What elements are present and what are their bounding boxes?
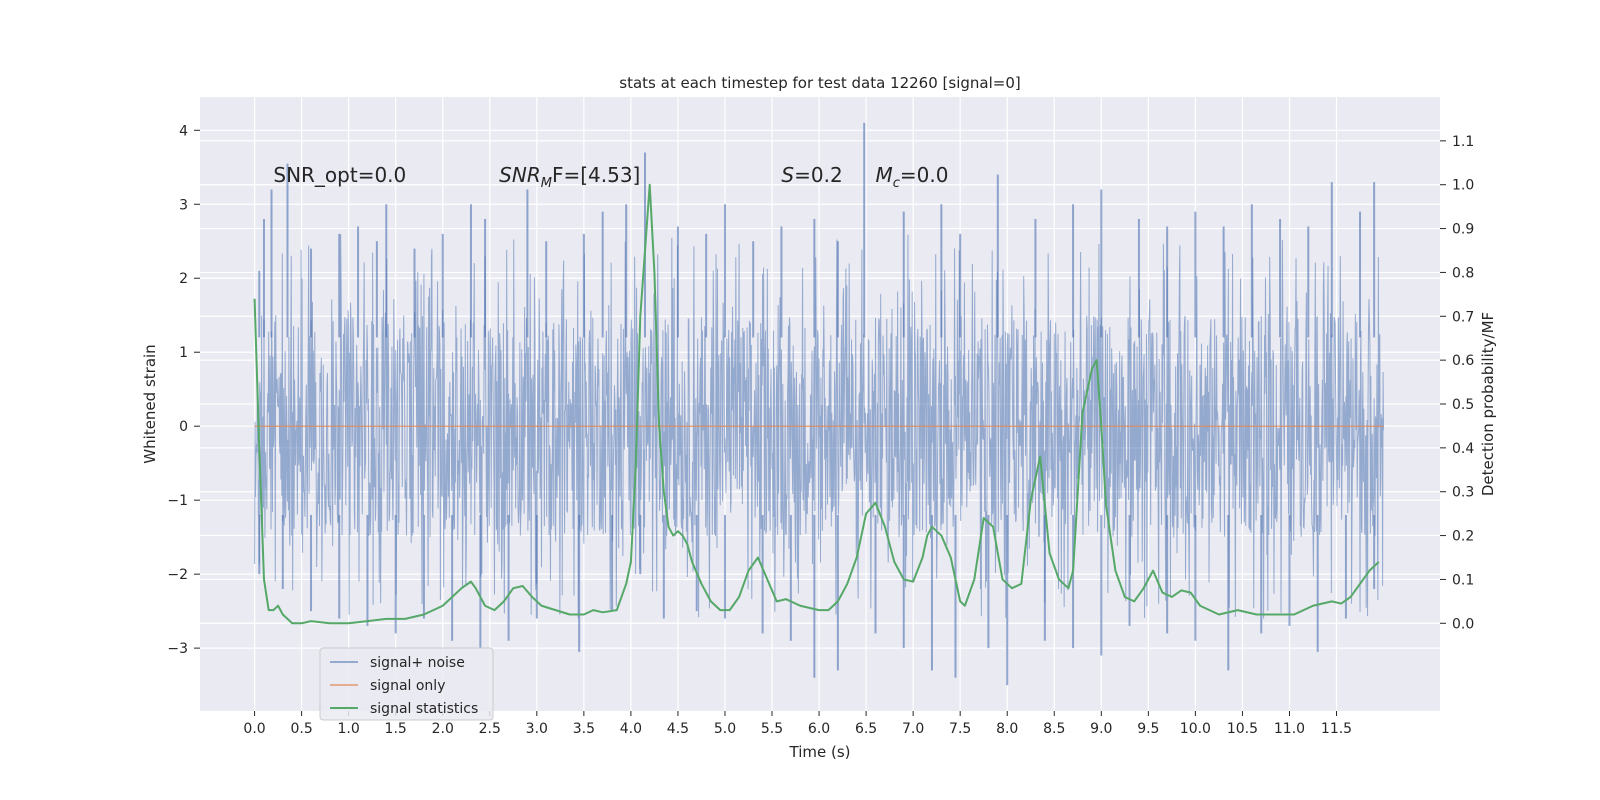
legend-label-signal-noise: signal+ noise: [370, 655, 465, 671]
x-tick-label: 10.0: [1180, 721, 1211, 737]
x-tick-label: 8.0: [996, 721, 1018, 737]
x-tick-label: 5.0: [714, 721, 736, 737]
x-tick-label: 10.5: [1227, 721, 1258, 737]
chart-title: stats at each timestep for test data 122…: [619, 74, 1020, 92]
x-tick-label: 4.5: [667, 721, 689, 737]
x-tick-label: 0.5: [290, 721, 312, 737]
right-y-tick-label: 0.2: [1452, 529, 1474, 545]
x-tick-label: 9.0: [1090, 721, 1112, 737]
x-tick-label: 1.0: [338, 721, 360, 737]
signal-statistics-path: [253, 183, 1380, 625]
annotation-1: SNRMF=[4.53]: [499, 163, 640, 191]
x-tick-label: 11.5: [1321, 721, 1352, 737]
right-y-tick-label: 0.3: [1452, 485, 1474, 501]
x-tick-label: 2.0: [432, 721, 454, 737]
legend: signal+ noise signal only signal statist…: [319, 647, 494, 721]
noise-trace: [254, 122, 1385, 686]
left-y-tick-label: 2: [179, 271, 188, 287]
x-tick-label: 6.5: [855, 721, 877, 737]
x-tick-label: 0.0: [243, 721, 265, 737]
left-y-axis: −3 −2 −1 0 1 2 3 4: [167, 123, 200, 657]
x-axis-label: Time (s): [789, 743, 851, 761]
left-y-axis-label: Whitened strain: [141, 344, 159, 463]
signal-statistics-line: [253, 183, 1380, 625]
legend-box: [319, 647, 494, 721]
right-y-tick-label: 0.4: [1452, 441, 1474, 457]
x-tick-label: 6.0: [808, 721, 830, 737]
left-y-tick-label: −1: [167, 493, 188, 509]
x-tick-label: 8.5: [1043, 721, 1065, 737]
annotation-3: Mc=0.0: [876, 163, 949, 191]
left-y-tick-label: −3: [167, 641, 188, 657]
annotation-0: SNR_opt=0.0: [273, 163, 406, 187]
x-tick-label: 3.5: [573, 721, 595, 737]
x-tick-label: 9.5: [1137, 721, 1159, 737]
legend-label-signal-statistics: signal statistics: [370, 701, 478, 717]
x-tick-label: 7.0: [902, 721, 924, 737]
left-y-tick-label: −2: [167, 567, 188, 583]
right-y-tick-label: 0.6: [1452, 353, 1474, 369]
x-axis: 0.0 0.5 1.0 1.5 2.0 2.5 3.0 3.5 4.0 4.5 5.0 5.5 6.0 6…: [243, 711, 1352, 737]
left-y-tick-label: 3: [179, 197, 188, 213]
left-y-tick-label: 0: [179, 419, 188, 435]
x-tick-label: 1.5: [385, 721, 407, 737]
legend-label-signal-only: signal only: [370, 678, 445, 694]
x-tick-label: 2.5: [479, 721, 501, 737]
left-y-tick-label: 1: [179, 345, 188, 361]
left-y-tick-label: 4: [179, 123, 188, 139]
x-tick-label: 11.0: [1274, 721, 1305, 737]
right-y-tick-label: 0.5: [1452, 397, 1474, 413]
x-tick-label: 3.0: [526, 721, 548, 737]
x-tick-label: 7.5: [949, 721, 971, 737]
right-y-tick-label: 0.8: [1452, 265, 1474, 281]
right-y-axis: 0.0 0.1 0.2 0.3 0.4 0.5 0.6 0.7 0.8 0.9 1.0 1.1: [1440, 134, 1474, 632]
right-y-tick-label: 0.9: [1452, 222, 1474, 238]
annotation-2: S=0.2: [781, 163, 842, 187]
right-y-tick-label: 0.1: [1452, 572, 1474, 588]
right-y-tick-label: 0.7: [1452, 309, 1474, 325]
x-tick-label: 4.0: [620, 721, 642, 737]
x-tick-label: 5.5: [761, 721, 783, 737]
right-y-tick-label: 1.1: [1452, 134, 1474, 150]
right-y-axis-label: Detection probability/MF: [1479, 312, 1497, 496]
annotations: SNR_opt=0.0 SNRMF=[4.53] S=0.2 Mc=0.0: [273, 163, 948, 191]
right-y-tick-label: 1.0: [1452, 178, 1474, 194]
right-y-tick-label: 0.0: [1452, 616, 1474, 632]
